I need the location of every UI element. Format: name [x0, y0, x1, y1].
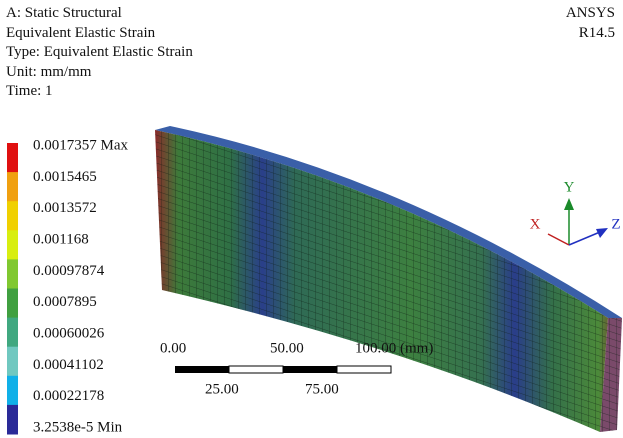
legend-label: 0.0015465 — [33, 169, 97, 185]
legend-swatch — [7, 143, 18, 173]
legend-label: 0.001168 — [33, 231, 89, 247]
scale-seg — [337, 366, 391, 373]
scale-seg — [283, 366, 337, 373]
triad-z-arrow — [596, 228, 608, 238]
legend-label: 3.2538e-5 Min — [33, 419, 123, 435]
legend: 0.0017357 Max 0.0015465 0.0013572 0.001168 0… — [7, 137, 128, 435]
triad-y-arrow — [564, 198, 574, 210]
scale-label: 75.00 — [305, 381, 339, 397]
scale-label: 25.00 — [205, 381, 239, 397]
legend-swatch — [7, 172, 18, 202]
triad-y-label: Y — [564, 179, 575, 195]
viewport: Y X Z 0.0017357 Max0.00154650.00135720.0… — [0, 0, 623, 438]
page: A: Static StructuralEquivalent Elastic S… — [0, 0, 623, 438]
axis-triad: Y X Z — [530, 179, 621, 245]
scale-seg — [229, 366, 283, 373]
triad-z-label: Z — [611, 216, 620, 232]
legend-label: 0.00060026 — [33, 325, 105, 341]
scale-bar — [175, 366, 391, 373]
legend-label: 0.00097874 — [33, 263, 105, 279]
triad-z-axis — [569, 232, 600, 245]
scale-seg — [175, 366, 229, 373]
legend-swatch — [7, 347, 18, 377]
legend-swatch — [7, 230, 18, 260]
scale-label: 50.00 — [270, 340, 304, 356]
scale-label: 0.00 — [160, 340, 186, 356]
scale-label: 100.00 (mm) — [355, 340, 433, 356]
legend-label: 0.0007895 — [33, 294, 97, 310]
legend-swatch — [7, 376, 18, 406]
legend-swatch — [7, 318, 18, 348]
triad-x-axis — [548, 234, 569, 245]
legend-label: 0.0013572 — [33, 200, 97, 216]
legend-swatch — [7, 201, 18, 231]
legend-label: 0.00041102 — [33, 357, 104, 373]
legend-label: 0.0017357 Max — [33, 137, 128, 153]
legend-swatch — [7, 405, 18, 435]
legend-label: 0.00022178 — [33, 388, 104, 404]
legend-swatch — [7, 259, 18, 289]
triad-x-label: X — [530, 216, 541, 232]
legend-swatch — [7, 289, 18, 319]
